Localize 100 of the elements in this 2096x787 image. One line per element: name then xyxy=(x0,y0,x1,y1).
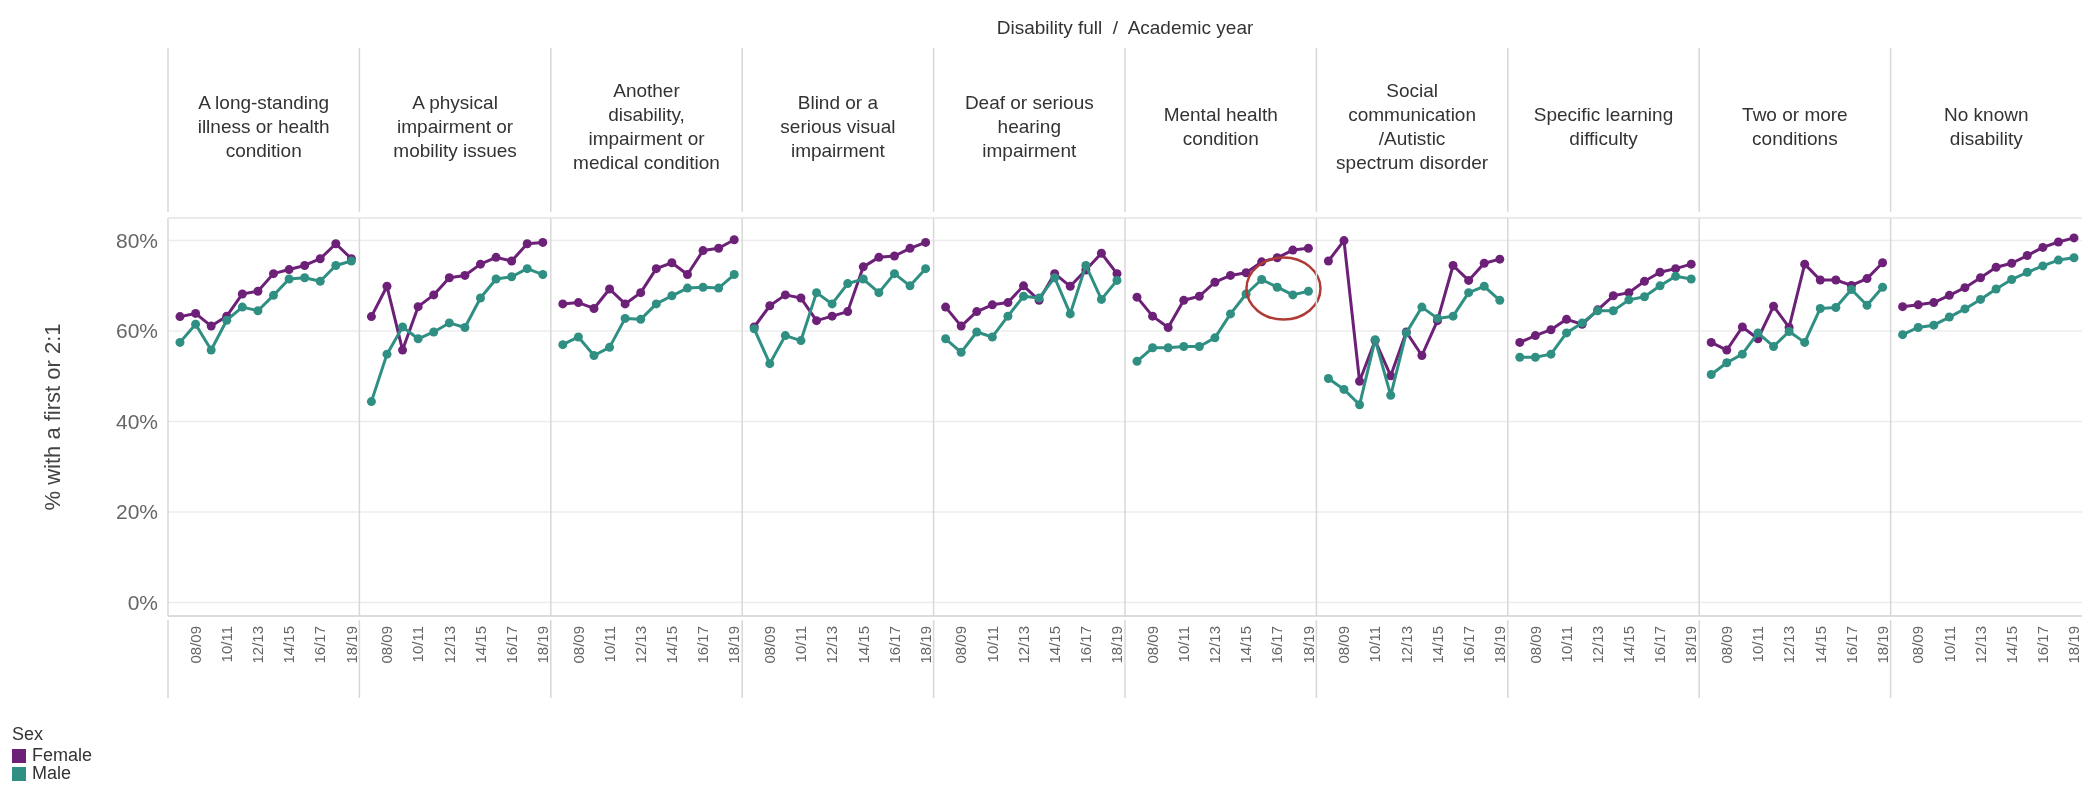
point xyxy=(1722,345,1732,355)
point xyxy=(1272,282,1282,292)
point xyxy=(507,256,517,266)
point xyxy=(780,331,790,341)
point xyxy=(1624,295,1634,305)
x-tick-label: 08/09 xyxy=(1526,626,1544,664)
point xyxy=(1096,294,1106,304)
point xyxy=(843,279,853,289)
chart-title: Specific learning difficulty xyxy=(1533,104,1674,149)
point xyxy=(905,243,915,253)
x-tick-label: 08/09 xyxy=(952,626,970,664)
x-tick-label: 18/19 xyxy=(1491,626,1509,664)
point xyxy=(1148,343,1158,353)
x-tick-label: 12/13 xyxy=(1971,626,1989,664)
point xyxy=(1003,311,1013,321)
x-tick-label: 12/13 xyxy=(440,626,458,664)
point xyxy=(2022,267,2032,277)
point xyxy=(331,260,341,270)
chart-title: Two or more conditions xyxy=(1742,104,1848,149)
point xyxy=(636,288,646,298)
x-tick-label: 18/19 xyxy=(342,626,360,664)
point xyxy=(1960,283,1970,293)
point xyxy=(1815,303,1825,313)
x-tick-label: 10/11 xyxy=(600,626,618,663)
x-tick-label: 16/17 xyxy=(2034,626,2052,664)
point xyxy=(1179,295,1189,305)
x-tick-label: 10/11 xyxy=(1940,626,1958,663)
point xyxy=(729,270,739,280)
point xyxy=(956,321,966,331)
x-tick-label: 18/19 xyxy=(1873,626,1891,664)
point xyxy=(972,327,982,337)
point xyxy=(573,332,583,342)
point xyxy=(636,314,646,324)
x-tick-label: 16/17 xyxy=(1077,626,1095,664)
x-tick-label: 18/19 xyxy=(916,626,934,664)
x-tick-label: 08/09 xyxy=(1143,626,1161,664)
point xyxy=(682,283,692,293)
point xyxy=(1019,291,1029,301)
point xyxy=(268,269,278,279)
point xyxy=(827,299,837,309)
point xyxy=(1671,271,1681,281)
point xyxy=(765,301,775,311)
point xyxy=(558,299,568,309)
point xyxy=(175,337,185,347)
point xyxy=(2053,255,2063,265)
point xyxy=(1913,322,1923,332)
point xyxy=(1753,328,1763,338)
point xyxy=(1655,267,1665,277)
point xyxy=(1112,275,1122,285)
point xyxy=(1132,292,1142,302)
point xyxy=(1194,341,1204,351)
point xyxy=(1464,275,1474,285)
point xyxy=(1608,291,1618,301)
x-tick-label: 12/13 xyxy=(1588,626,1606,664)
point xyxy=(956,347,966,357)
point xyxy=(331,239,341,249)
point xyxy=(1878,282,1888,292)
x-tick-label: 12/13 xyxy=(823,626,841,664)
point xyxy=(682,270,692,280)
point xyxy=(1303,243,1313,253)
x-tick-label: 10/11 xyxy=(792,626,810,663)
point xyxy=(605,284,615,294)
x-tick-label: 16/17 xyxy=(1842,626,1860,664)
point xyxy=(1608,306,1618,316)
point xyxy=(1163,322,1173,332)
x-tick-label: 10/11 xyxy=(1366,626,1384,663)
point xyxy=(1800,259,1810,269)
point xyxy=(2007,258,2017,268)
point xyxy=(905,281,915,291)
point xyxy=(921,264,931,274)
point xyxy=(1546,349,1556,359)
point xyxy=(796,336,806,346)
point xyxy=(987,300,997,310)
point xyxy=(413,334,423,344)
y-tick-label: 0% xyxy=(127,590,158,614)
point xyxy=(1096,248,1106,258)
point xyxy=(1769,301,1779,311)
point xyxy=(206,345,216,355)
x-tick-label: 08/09 xyxy=(1718,626,1736,664)
point xyxy=(1671,264,1681,274)
y-axis-title: % with a first or 2:1 xyxy=(40,323,65,511)
point xyxy=(941,334,951,344)
point xyxy=(1686,274,1696,284)
point xyxy=(413,302,423,312)
point xyxy=(1991,284,2001,294)
x-tick-label: 08/09 xyxy=(186,626,204,664)
point xyxy=(858,262,868,272)
point xyxy=(889,269,899,279)
point xyxy=(941,302,951,312)
point xyxy=(1225,309,1235,319)
point xyxy=(522,239,532,249)
point xyxy=(2053,237,2063,247)
point xyxy=(366,397,376,407)
point xyxy=(253,286,263,296)
point xyxy=(972,307,982,317)
point xyxy=(175,312,185,322)
point xyxy=(1179,341,1189,351)
point xyxy=(300,273,310,283)
point xyxy=(651,264,661,274)
point xyxy=(1960,304,1970,314)
